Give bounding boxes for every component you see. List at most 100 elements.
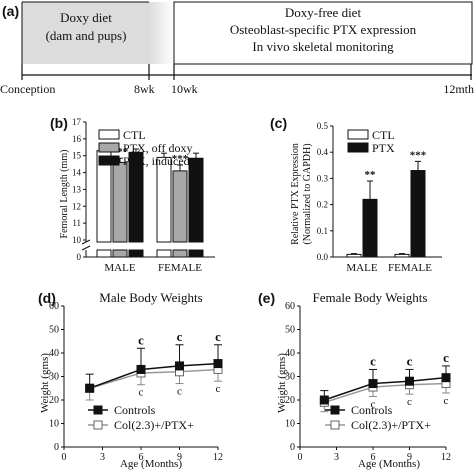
panel-d-label: (d) [38,290,56,306]
panel-e-plot: 0 10 20 30 40 50 60 0 3 6 9 12 c c c c c c [285,301,451,463]
d-annot-top: c [138,332,144,347]
d-xtick-label: 0 [62,452,67,463]
legend-marker-ptx-e [330,420,340,430]
panel-b-bars: ****** [96,146,204,258]
b-bar-base [172,249,188,258]
b-bar [172,170,188,243]
legend-swatch-ptx-c [347,142,369,153]
c-ytick-label: 0.4 [317,147,329,157]
panel-c-xlabels: MALE FEMALE [346,262,432,274]
doxy-free-text: Doxy-free diet [285,5,362,20]
e-annot-top: c [443,350,449,365]
d-annot-bottom: c [139,387,144,399]
e-marker-controls [319,395,329,405]
skeletal-monitoring-text: In vivo skeletal monitoring [252,39,394,54]
timeline-label-10wk: 10wk [171,82,198,96]
e-annot-bottom: c [407,396,412,408]
b-ytick-label: 10 [72,235,82,245]
b-break-mark-2 [81,245,91,251]
doxy-diet-text: Doxy diet [60,10,112,25]
e-xtick-label: 6 [371,452,376,463]
b-ytick-label: 0 [77,252,82,262]
panel-b-ticks: 0 10 11 12 13 14 15 16 17 [72,117,86,262]
legend-label-ctl-c: CTL [372,128,395,142]
panel-d-xlabel: Age (Months) [120,458,182,470]
b-bar-base [96,249,112,258]
e-ytick-label: 50 [285,325,295,336]
panel-b: (b) Femoral Length (mm) 0 10 11 12 13 14 15 16 1… [50,115,215,274]
e-marker-controls [368,379,378,389]
doxy-free-box [173,1,473,65]
d-line-controls [89,362,219,389]
c-ytick-label: 0.3 [317,173,329,183]
d-ytick-label: 40 [49,348,59,359]
b-xtick-label: MALE [104,262,135,274]
d-annot-top: c [177,329,183,344]
panel-a: (a) Doxy diet (dam and pups) Doxy-free d… [0,1,474,96]
b-ytick-label: 11 [72,218,81,228]
panel-b-xlabels: MALE FEMALE [104,262,202,274]
e-ytick-label: 40 [285,348,295,359]
c-ytick-label: 0.2 [317,200,328,210]
c-ytick-label: 0.0 [317,252,329,262]
timeline-label-conception: Conception [0,82,55,96]
timeline-label-12mth: 12mth [443,82,474,96]
legend-swatch-ctl [98,129,120,140]
panel-c-ticks: 0.0 0.1 0.2 0.3 0.4 0.5 [317,121,333,262]
c-xtick-label: FEMALE [388,262,432,274]
panel-d: (d) Male Body Weights Weight (gms) Age (… [38,290,223,470]
b-significance: *** [172,153,189,165]
d-ytick-label: 0 [54,442,59,453]
legend-label-controls-d: Controls [114,403,156,417]
legend-label-ptx-induced: PTX, induced [123,154,190,168]
legend-swatch-ptx-induced [98,155,120,166]
b-ytick-label: 14 [72,168,82,178]
c-bar [394,253,410,258]
panel-e-label: (e) [258,290,275,306]
d-ytick-label: 60 [49,301,59,312]
d-marker-controls [136,364,146,374]
legend-swatch-ctl-c [347,129,369,140]
legend-marker-controls-e [330,405,340,415]
e-ytick-label: 0 [290,442,295,453]
d-xtick-label: 9 [177,452,182,463]
c-significance: ** [365,169,377,181]
panel-e-xlabel: Age (Months) [358,458,420,470]
b-bar [156,156,172,243]
d-xtick-label: 6 [139,452,144,463]
e-xtick-label: 3 [334,452,339,463]
panel-d-legend: Controls Col(2.3)+/PTX+ [88,403,194,432]
legend-label-ptx-d: Col(2.3)+/PTX+ [114,418,194,432]
b-bar-base [156,249,172,258]
e-line-ptx [324,382,447,404]
panel-b-label: (b) [50,115,68,131]
panel-c-legend: CTL PTX [347,128,395,155]
e-xtick-label: 12 [441,452,451,463]
legend-label-ctl: CTL [123,128,146,142]
b-ytick-label: 15 [72,151,82,161]
timeline-label-8wk: 8wk [134,82,155,96]
ptx-expression-text: Osteoblast-specific PTX expression [230,22,417,37]
b-bar-base [128,249,144,258]
d-xtick-label: 3 [100,452,105,463]
e-marker-controls [405,376,414,386]
panel-e: (e) Female Body Weights Weight (gms) Age… [258,290,451,470]
b-bar [188,157,204,243]
panel-a-label: (a) [2,3,19,19]
d-ytick-label: 10 [49,419,59,430]
b-bar-base [112,249,128,258]
panel-c-label: (c) [270,115,287,131]
c-bar [362,198,378,258]
e-ytick-label: 30 [285,372,295,383]
e-annot-top: c [370,353,376,368]
e-xtick-label: 0 [298,452,303,463]
d-annot-top: c [215,329,221,344]
e-annot-top: c [407,353,413,368]
b-ytick-label: 12 [72,201,81,211]
panel-c-ylabel-line1: Relative PTX Expression [290,143,301,245]
e-line-controls [324,376,447,401]
legend-marker-controls-d [93,405,103,415]
d-marker-controls [175,361,184,371]
c-ytick-label: 0.1 [317,226,328,236]
